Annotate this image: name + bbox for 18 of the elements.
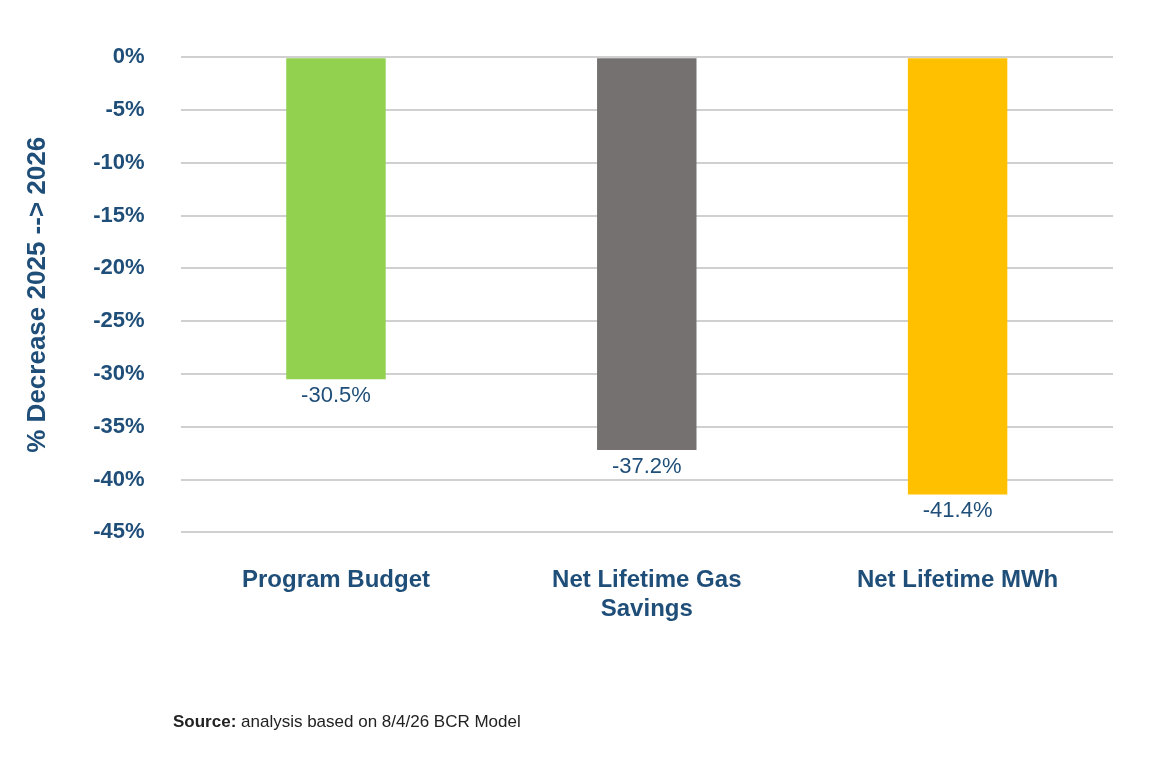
- x-tick-label: Net Lifetime MWh: [856, 565, 1059, 593]
- y-tick-label: -5%: [105, 96, 145, 122]
- y-tick-label: -20%: [93, 254, 145, 280]
- y-tick-label: -10%: [93, 148, 145, 174]
- y-tick-label: 0%: [112, 43, 145, 69]
- y-tick-label: -15%: [93, 201, 145, 227]
- data-label: -37.2%: [611, 453, 682, 479]
- y-tick-label: -25%: [93, 307, 145, 333]
- source-note: Source: analysis based on 8/4/26 BCR Model: [173, 712, 522, 732]
- y-axis-title: % Decrease 2025 --> 2026: [20, 136, 51, 453]
- y-tick-label: -30%: [93, 360, 145, 386]
- data-label: -41.4%: [922, 497, 993, 523]
- x-tick-label: Program Budget: [241, 565, 430, 593]
- y-tick-label: -45%: [93, 518, 145, 544]
- y-tick-label: -40%: [93, 465, 145, 491]
- x-tick-label: Net Lifetime Gas Savings: [552, 565, 742, 622]
- data-label: -30.5%: [301, 382, 371, 408]
- y-tick-label: -35%: [93, 412, 145, 438]
